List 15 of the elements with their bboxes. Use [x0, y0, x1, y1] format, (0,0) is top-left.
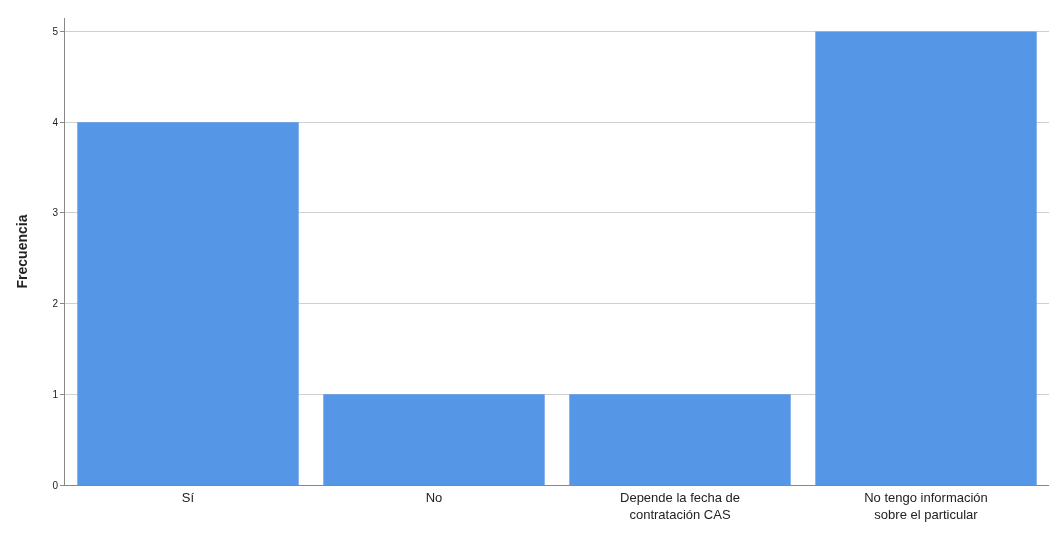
y-tick-label: 3 [52, 207, 59, 219]
bar [323, 394, 545, 485]
x-tick-label: No [425, 489, 443, 505]
x-tick-label: No tengo información sobre el particular [864, 489, 988, 522]
bar [569, 394, 791, 485]
x-tick-label: Depende la fecha de contratación CAS [620, 489, 740, 522]
y-tick-label: 5 [52, 26, 59, 38]
y-axis-title: Frecuencia [14, 214, 30, 289]
bar [815, 31, 1037, 485]
y-tick-label: 4 [52, 116, 59, 128]
x-tick-label: Sí [181, 489, 195, 505]
bar [77, 122, 299, 485]
y-tick-label: 2 [52, 298, 59, 310]
y-tick-label: 0 [52, 479, 59, 491]
y-tick-label: 1 [52, 388, 59, 400]
